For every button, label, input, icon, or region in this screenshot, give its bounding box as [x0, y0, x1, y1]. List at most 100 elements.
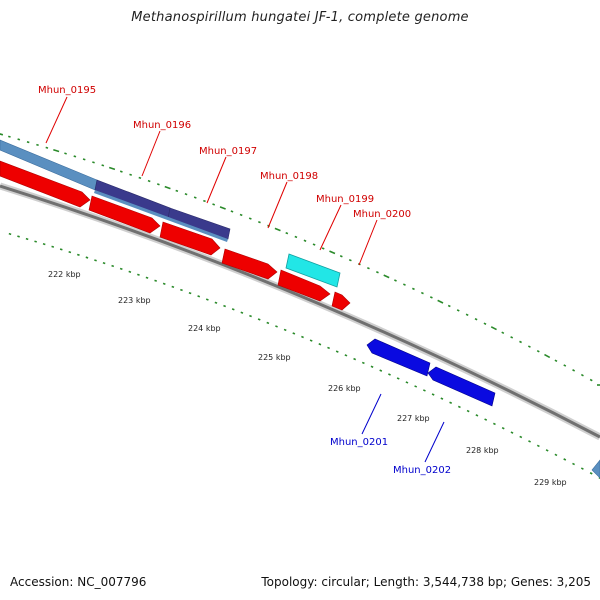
gc-dot-upper [248, 217, 252, 220]
gc-dot-lower [440, 397, 444, 400]
gc-dot-lower [223, 304, 226, 308]
forward-gene-mhun-0199[interactable] [277, 269, 331, 302]
genome-backbone-line [0, 184, 600, 439]
gc-dot-lower [449, 401, 453, 404]
gc-dot-upper [258, 220, 261, 224]
gc-dot-upper [294, 235, 298, 239]
gc-dot-upper [597, 384, 600, 386]
gene-label-mhun-0201[interactable]: Mhun_0201 [330, 437, 388, 448]
gc-dot-lower [162, 282, 166, 285]
gc-dot-lower [361, 361, 365, 365]
gc-dot-upper [429, 296, 433, 299]
genome-backbone [0, 182, 600, 441]
leader-line-mhun-0202 [424, 421, 445, 463]
gc-dot-lower [388, 373, 391, 376]
gc-dot-lower [17, 235, 20, 238]
gc-dot-lower [466, 409, 470, 413]
gc-dot-upper [447, 304, 451, 308]
tick-label-229: 229 kbp [534, 478, 567, 487]
gc-dot-upper [437, 299, 444, 304]
gc-dot-upper [510, 336, 514, 339]
gc-dot-upper [230, 210, 234, 213]
gene-label-mhun-0202[interactable]: Mhun_0202 [393, 465, 451, 476]
gc-dot-lower [59, 248, 63, 251]
gc-dot-lower [85, 256, 89, 259]
gc-dot-upper [92, 161, 95, 164]
gc-dot-upper [456, 309, 460, 312]
gc-dot-upper [527, 345, 531, 348]
gc-dot-upper [376, 271, 379, 274]
forward-gene-mhun-0200[interactable] [331, 291, 351, 311]
gc-dot-lower [25, 237, 29, 241]
gc-dot-lower [475, 414, 479, 417]
gc-dot-upper [101, 164, 105, 167]
gc-dot-lower [249, 314, 252, 318]
gc-dot-lower [111, 264, 115, 268]
gene-label-mhun-0196[interactable]: Mhun_0196 [133, 120, 191, 131]
tick-label-226: 226 kbp [328, 384, 361, 393]
forward-gene-mhun-0197[interactable] [159, 221, 221, 256]
gc-dot-lower [301, 335, 304, 339]
gc-dot-upper [156, 183, 160, 186]
gc-dot-upper [394, 279, 397, 282]
gc-dot-lower [370, 365, 374, 368]
gene-label-mhun-0199[interactable]: Mhun_0199 [316, 194, 374, 205]
gc-dot-lower [431, 393, 435, 396]
gc-dot-upper [53, 148, 60, 153]
rna-gene[interactable] [285, 253, 341, 288]
reverse-gene-mhun-0201[interactable] [366, 338, 431, 377]
gc-dot-upper [17, 138, 21, 141]
gc-dot-upper [554, 359, 558, 363]
gc-dot-upper [274, 227, 281, 232]
gene-label-mhun-0197[interactable]: Mhun_0197 [199, 146, 257, 157]
gc-dot-lower [197, 295, 201, 298]
gc-dot-lower [580, 467, 584, 470]
gc-dot-upper [339, 255, 343, 258]
gc-dot-upper [348, 258, 352, 262]
tick-label-225: 225 kbp [258, 353, 291, 362]
gc-dot-upper [536, 349, 540, 353]
leader-line-mhun-0198 [267, 181, 288, 229]
gc-dot-upper [138, 176, 142, 180]
gc-dot-upper [129, 173, 133, 176]
gc-dot-upper [0, 132, 4, 136]
gc-dot-lower [353, 357, 357, 361]
gc-dot-lower [128, 270, 132, 273]
gene-label-mhun-0195[interactable]: Mhun_0195 [38, 85, 96, 96]
gc-dot-upper [589, 378, 593, 382]
gc-dot-lower [396, 377, 400, 380]
gc-dot-upper [383, 274, 390, 279]
tick-label-222: 222 kbp [48, 270, 81, 279]
tick-label-224: 224 kbp [188, 324, 221, 333]
gc-dot-upper [303, 239, 307, 242]
reverse-gene-mhun-0202[interactable] [427, 366, 496, 407]
gc-content-dots [0, 132, 600, 479]
gc-dot-lower [180, 288, 183, 292]
gene-label-mhun-0198[interactable]: Mhun_0198 [260, 171, 318, 182]
gc-dot-upper [64, 152, 67, 155]
gc-dot-lower [292, 332, 296, 335]
gc-dot-lower [327, 346, 330, 350]
gc-dot-lower [171, 285, 175, 289]
edge-feature[interactable] [591, 459, 600, 479]
gc-dot-upper [580, 373, 584, 377]
gc-dot-lower [214, 301, 218, 304]
gc-dot-upper [420, 291, 424, 295]
gc-dot-lower [536, 444, 540, 448]
gc-dot-lower [42, 243, 46, 246]
leader-line-mhun-0197 [206, 156, 227, 204]
leader-line-mhun-0200 [358, 219, 378, 266]
forward-gene-mhun-0198[interactable] [221, 248, 278, 280]
gene-label-mhun-0200[interactable]: Mhun_0200 [353, 209, 411, 220]
gc-dot-lower [231, 308, 235, 311]
gc-dot-upper [73, 155, 77, 158]
forward-gene-mhun-0196[interactable] [88, 195, 161, 234]
forward-gene-mhun-0195[interactable] [0, 160, 91, 208]
gc-dot-lower [266, 321, 270, 325]
gc-dot-lower [554, 453, 558, 457]
leader-line-mhun-0201 [361, 393, 382, 435]
accession-label: Accession: NC_007796 [10, 575, 147, 589]
gc-dot-lower [188, 291, 192, 295]
gc-dot-upper [108, 166, 116, 171]
